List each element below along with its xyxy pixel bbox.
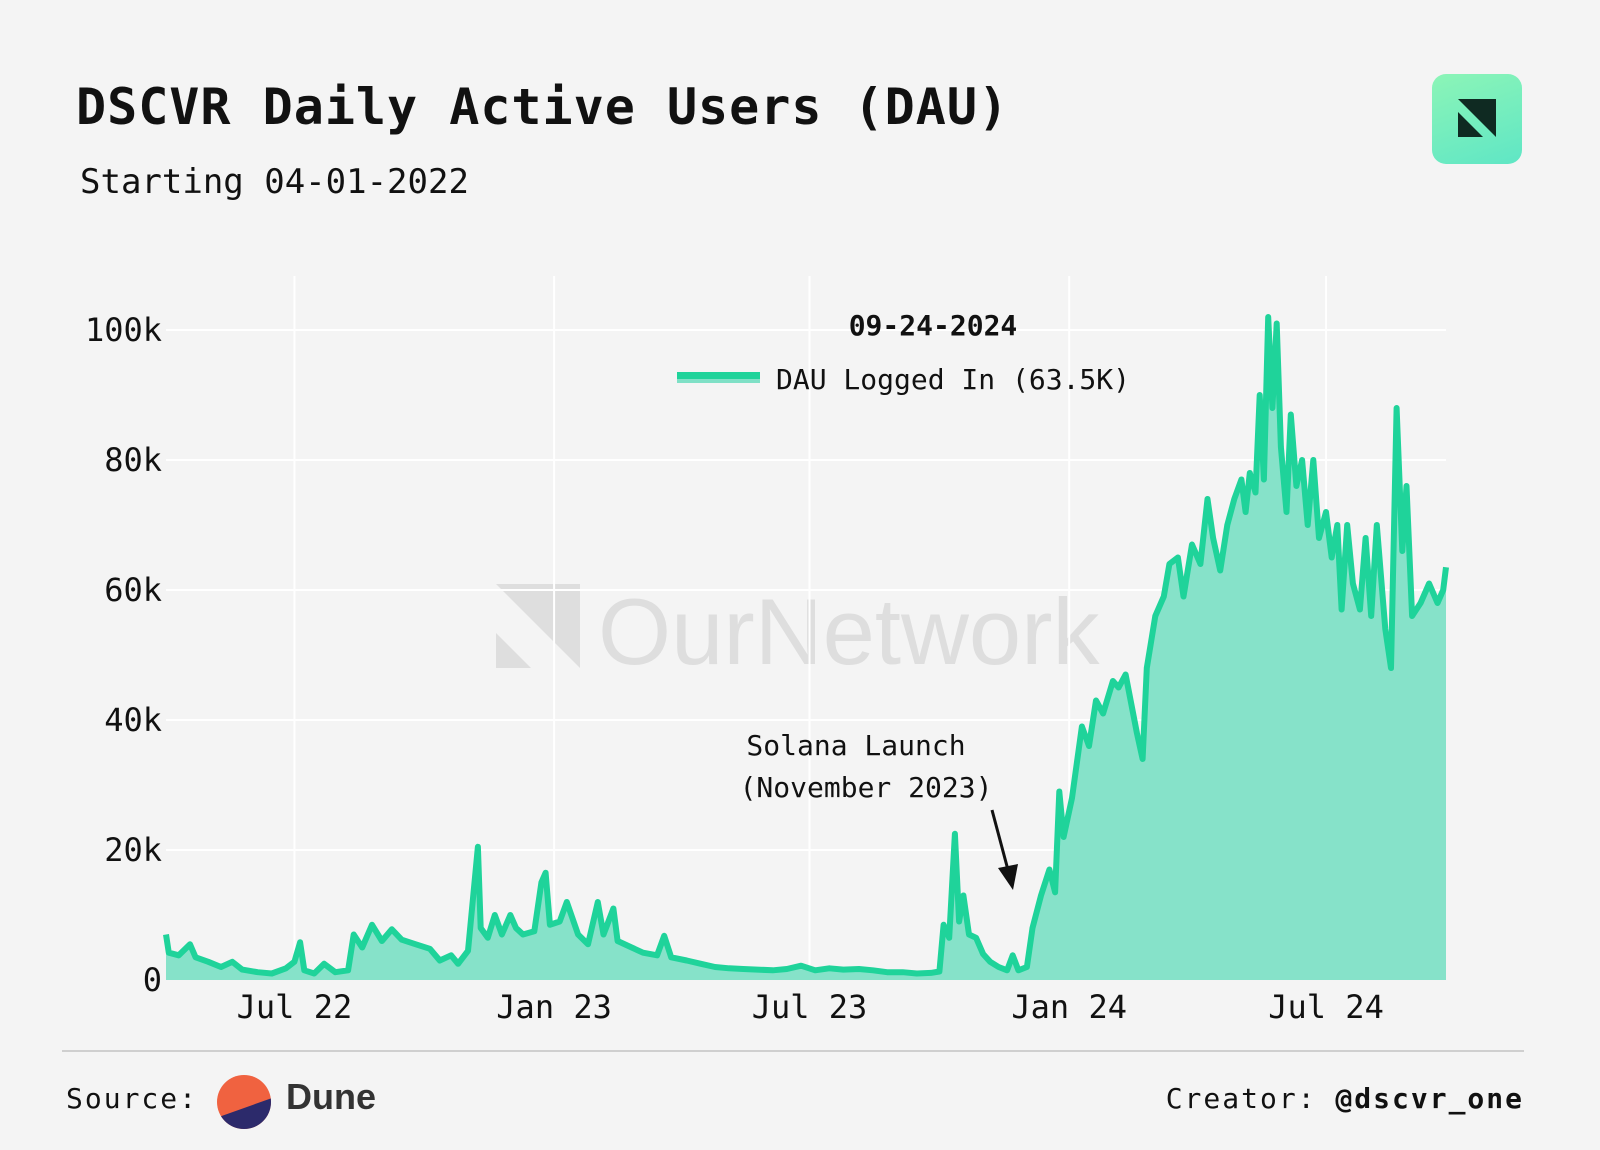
- y-tick-label: 20k: [104, 831, 162, 869]
- watermark: OurNetwork: [496, 579, 1100, 684]
- x-tick-label: Jul 22: [237, 988, 353, 1026]
- creator-label: Creator:: [1165, 1082, 1317, 1115]
- y-tick-label: 0: [143, 961, 162, 999]
- y-axis: 0 20k 40k 60k 80k 100k: [85, 311, 162, 999]
- x-tick-label: Jan 24: [1011, 988, 1127, 1026]
- y-tick-label: 40k: [104, 701, 162, 739]
- creator-credit: Creator: @dscvr_one: [1166, 1082, 1524, 1115]
- area-fill: [166, 317, 1446, 980]
- x-tick-label: Jul 24: [1268, 988, 1384, 1026]
- source-label: Source:: [66, 1082, 199, 1115]
- x-tick-label: Jul 23: [752, 988, 868, 1026]
- legend: 09-24-2024 DAU Logged In (63.5K): [677, 309, 1130, 396]
- series-line-dau: [163, 314, 1449, 977]
- x-axis: Jul 22 Jan 23 Jul 23 Jan 24 Jul 24: [237, 988, 1384, 1026]
- watermark-logo-icon-part: [496, 633, 531, 668]
- annotation: Solana Launch (November 2023): [740, 729, 1018, 890]
- y-tick-label: 60k: [104, 571, 162, 609]
- y-tick-label: 80k: [104, 441, 162, 479]
- page-subtitle: Starting 04-01-2022: [80, 162, 469, 202]
- annotation-arrow-line: [990, 809, 1010, 871]
- arrow-down-icon: [998, 864, 1018, 890]
- source-name[interactable]: Dune: [286, 1076, 376, 1117]
- legend-date: 09-24-2024: [849, 309, 1018, 342]
- annotation-line-1: Solana Launch: [746, 729, 965, 762]
- annotation-line-2: (November 2023): [740, 771, 993, 804]
- dau-chart: OurNetwork 0 20k 40k 60k 80k 100k Jul 22 Jan 2…: [85, 276, 1449, 1026]
- footer-divider: [62, 1050, 1524, 1052]
- dune-logo-icon: [217, 1075, 271, 1129]
- y-tick-label: 100k: [85, 311, 162, 349]
- watermark-text: OurNetwork: [598, 579, 1100, 684]
- creator-handle[interactable]: @dscvr_one: [1335, 1082, 1524, 1115]
- legend-label: DAU Logged In (63.5K): [776, 363, 1130, 396]
- area-series: [163, 314, 1449, 980]
- x-tick-label: Jan 23: [496, 988, 612, 1026]
- page-title: DSCVR Daily Active Users (DAU): [76, 78, 1010, 136]
- watermark-logo-icon: [496, 584, 580, 668]
- ournetwork-logo-icon: [1432, 74, 1522, 164]
